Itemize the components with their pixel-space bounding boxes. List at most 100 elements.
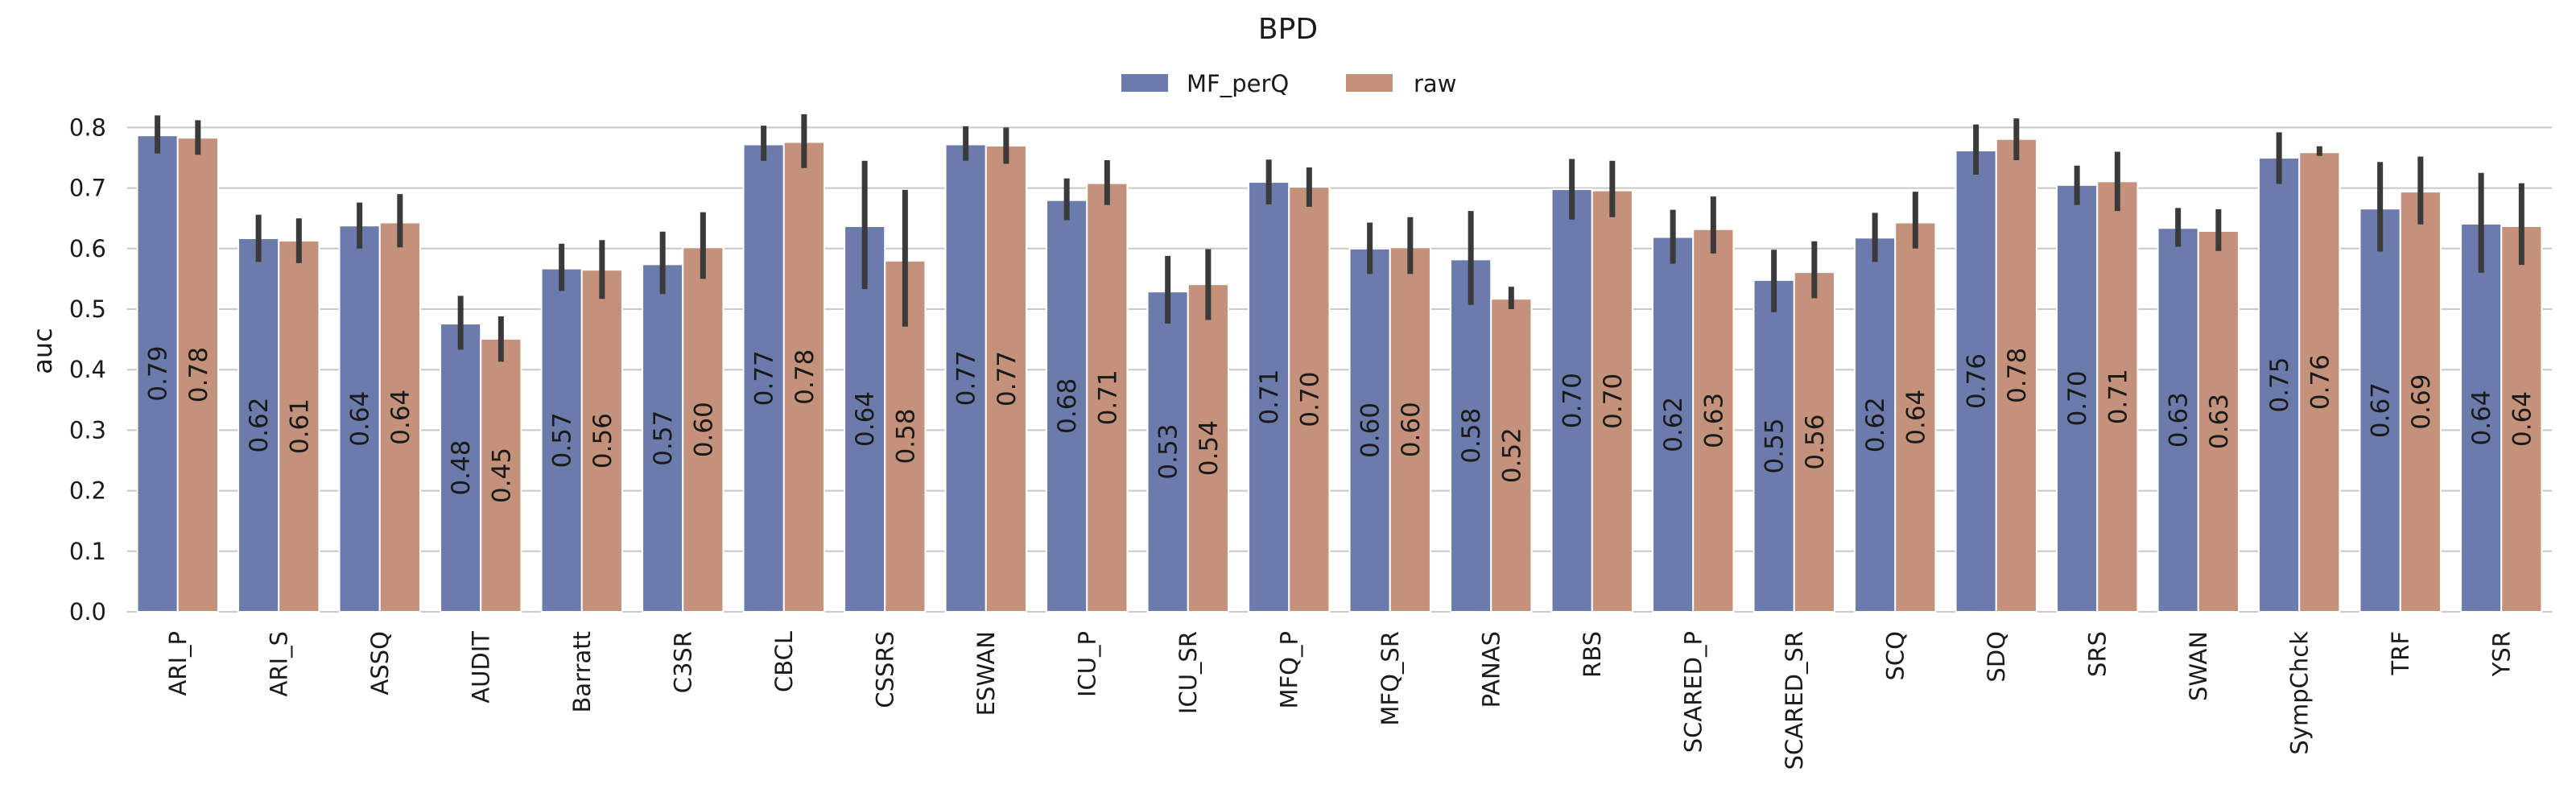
bar-mf-perq-mfq-sr	[1348, 247, 1391, 613]
value-label-mf-perq-mfq-p: 0.71	[1255, 369, 1284, 425]
x-tick-label-barratt: Barratt	[568, 631, 596, 713]
bar-mf-perq-sdq	[1955, 149, 1997, 613]
value-label-raw-cbcl: 0.78	[791, 349, 819, 405]
bar-mf-perq-eswan	[944, 143, 987, 613]
x-tick-label-assq: ASSQ	[366, 631, 394, 695]
y-tick-label: 0.5	[69, 295, 106, 323]
legend-swatch-mf-perq	[1121, 74, 1168, 92]
bar-mf-perq-scared-sr	[1752, 279, 1795, 613]
bar-mf-perq-icu-p	[1046, 199, 1088, 613]
value-label-mf-perq-barratt: 0.57	[548, 412, 577, 468]
bar-raw-cbcl	[782, 141, 825, 613]
bar-raw-sdq	[1995, 138, 2037, 613]
value-label-mf-perq-panas: 0.58	[1457, 408, 1486, 464]
error-bars	[155, 114, 2524, 362]
value-label-raw-panas: 0.52	[1497, 427, 1526, 483]
x-tick-label-ari-p: ARI_P	[164, 631, 192, 696]
value-labels: 0.79 0.78 0.62 0.61 0.64 0.64 0.48 0.45 0.57 0.56…	[144, 346, 2537, 503]
y-tick-label: 0.0	[69, 598, 106, 625]
y-axis-label: auc	[27, 328, 58, 374]
value-label-mf-perq-rbs: 0.70	[1558, 373, 1587, 428]
x-tick-label-cssrs: CSSRS	[871, 631, 898, 708]
x-tick-label-eswan: ESWAN	[972, 631, 1000, 716]
bar-mf-perq-trf	[2359, 208, 2401, 613]
x-tick-label-rbs: RBS	[1579, 631, 1606, 678]
y-tick-label: 0.8	[69, 114, 106, 141]
x-tick-label-mfq-p: MFQ_P	[1275, 631, 1302, 709]
value-label-mf-perq-trf: 0.67	[2367, 382, 2396, 438]
value-label-raw-scared-sr: 0.56	[1801, 415, 1830, 470]
bar-mf-perq-barratt	[540, 267, 583, 613]
bar-mf-perq-mfq-p	[1248, 181, 1290, 613]
bars	[136, 134, 2543, 613]
value-label-mf-perq-assq: 0.64	[346, 391, 375, 447]
x-tick-label-ari-s: ARI_S	[265, 631, 292, 696]
value-label-raw-ysr: 0.64	[2508, 391, 2537, 447]
y-tick-label: 0.7	[69, 175, 106, 202]
bar-mf-perq-ysr	[2460, 222, 2503, 613]
bar-mf-perq-sympchck	[2258, 157, 2301, 613]
value-label-mf-perq-ysr: 0.64	[2467, 390, 2496, 445]
y-tick-label: 0.6	[69, 235, 106, 262]
value-label-mf-perq-srs: 0.70	[2063, 370, 2092, 426]
value-label-mf-perq-scq: 0.62	[1861, 397, 1890, 452]
value-label-raw-cssrs: 0.58	[891, 408, 920, 464]
value-label-raw-mfq-p: 0.70	[1295, 372, 1324, 427]
value-label-mf-perq-scared-p: 0.62	[1659, 397, 1688, 452]
y-gridlines	[127, 126, 2552, 613]
value-label-mf-perq-ari-p: 0.79	[144, 346, 173, 402]
y-tick-label: 0.1	[69, 538, 106, 565]
value-label-mf-perq-cbcl: 0.77	[750, 350, 779, 406]
value-label-raw-sympchck: 0.76	[2306, 354, 2334, 410]
value-label-raw-assq: 0.64	[386, 390, 415, 445]
x-tick-label-swan: SWAN	[2185, 631, 2212, 701]
x-tick-label-icu-p: ICU_P	[1073, 631, 1100, 697]
value-label-mf-perq-sdq: 0.76	[1963, 353, 1992, 409]
x-tick-label-ysr: YSR	[2487, 631, 2515, 677]
x-tick-label-panas: PANAS	[1477, 631, 1505, 708]
bar-raw-c3sr	[682, 246, 724, 613]
bar-raw-mfq-p	[1288, 186, 1331, 613]
value-label-mf-perq-audit: 0.48	[447, 440, 476, 496]
value-label-mf-perq-mfq-sr: 0.60	[1356, 402, 1385, 458]
bar-raw-panas	[1490, 298, 1533, 613]
value-label-raw-audit: 0.45	[487, 448, 516, 503]
x-tick-label-c3sr: C3SR	[669, 631, 696, 693]
x-tick-label-trf: TRF	[2387, 631, 2414, 676]
value-label-raw-c3sr: 0.60	[689, 402, 718, 457]
value-label-raw-ari-s: 0.61	[285, 398, 314, 454]
value-label-raw-swan: 0.63	[2205, 394, 2234, 449]
bar-raw-ari-s	[278, 240, 320, 613]
value-label-raw-trf: 0.69	[2407, 374, 2436, 430]
bar-raw-swan	[2197, 229, 2240, 613]
x-tick-label-audit: AUDIT	[467, 631, 494, 704]
value-label-raw-mfq-sr: 0.60	[1397, 402, 1426, 457]
x-tick-label-sympchck: SympChck	[2285, 631, 2313, 755]
value-label-raw-eswan: 0.77	[993, 351, 1022, 407]
bar-mf-perq-cssrs	[844, 225, 886, 613]
x-tick-label-srs: SRS	[2083, 631, 2111, 677]
x-tick-label-mfq-sr: MFQ_SR	[1377, 631, 1404, 726]
legend-label-mf-perq: MF_perQ	[1187, 70, 1289, 97]
value-label-raw-sdq: 0.78	[2003, 348, 2032, 403]
bar-raw-assq	[378, 221, 421, 613]
value-label-mf-perq-eswan: 0.77	[952, 350, 981, 406]
legend-label-raw: raw	[1414, 70, 1456, 97]
x-tick-label-scared-sr: SCARED_SR	[1781, 631, 1808, 770]
y-tick-label: 0.4	[69, 356, 106, 383]
bar-raw-ysr	[2500, 225, 2543, 613]
value-label-raw-barratt: 0.56	[588, 413, 617, 469]
bar-raw-scared-sr	[1793, 271, 1835, 613]
value-label-raw-scared-p: 0.63	[1699, 393, 1728, 448]
value-label-raw-ari-p: 0.78	[184, 347, 213, 402]
value-label-raw-icu-p: 0.71	[1093, 369, 1122, 425]
value-label-mf-perq-swan: 0.63	[2165, 392, 2194, 448]
x-tick-label-scq: SCQ	[1881, 631, 1909, 680]
value-label-mf-perq-icu-p: 0.68	[1053, 378, 1082, 434]
value-label-raw-icu-sr: 0.54	[1195, 420, 1224, 476]
y-tick-label: 0.3	[69, 416, 106, 444]
value-label-raw-rbs: 0.70	[1599, 374, 1628, 429]
value-label-mf-perq-c3sr: 0.57	[649, 411, 678, 466]
x-tick-label-cbcl: CBCL	[770, 631, 798, 692]
